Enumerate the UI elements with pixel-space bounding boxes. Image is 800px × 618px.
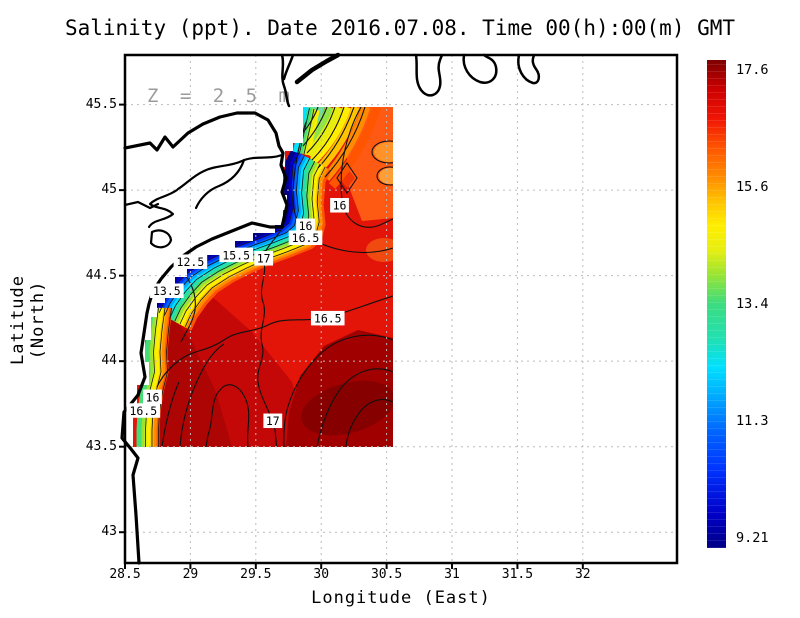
coastline-strip <box>294 52 341 85</box>
x-tick-label: 30 <box>313 567 330 582</box>
colorbar-tick-label: 17.6 <box>736 62 769 78</box>
y-tick-label: 45 <box>101 182 117 198</box>
colorbar-tick-label: 13.4 <box>736 296 769 312</box>
contour-label: 16.5 <box>310 310 345 326</box>
contour-label: 16.5 <box>126 403 161 418</box>
svg-text:16: 16 <box>146 390 160 404</box>
contour-label: 16 <box>143 389 162 404</box>
svg-text:15.5: 15.5 <box>222 248 250 262</box>
svg-text:16.5: 16.5 <box>314 312 342 326</box>
y-tick-label: 44 <box>101 353 117 369</box>
contour-label: 16 <box>330 198 349 213</box>
colorbar-tick-label: 11.3 <box>736 413 769 429</box>
y-tick-label: 43 <box>101 524 117 540</box>
svg-text:17: 17 <box>257 252 271 266</box>
coastline-liman-3 <box>517 53 541 85</box>
plot-title: Salinity (ppt). Date 2016.07.08. Time 00… <box>64 16 736 40</box>
svg-text:16: 16 <box>333 199 347 213</box>
x-tick-label: 29.5 <box>240 567 272 582</box>
axis-ticks <box>119 103 584 569</box>
contour-label: 15.5 <box>219 247 253 262</box>
y-tick-label: 45.5 <box>85 96 117 112</box>
delta-lagoon <box>149 229 173 249</box>
contour-label: 13.5 <box>150 283 184 298</box>
delta-channel-3 <box>147 188 179 229</box>
depth-annotation: Z = 2.5 m <box>147 85 295 107</box>
svg-text:13.5: 13.5 <box>153 284 181 298</box>
coastline-spit-fork <box>282 53 295 81</box>
svg-text:16: 16 <box>299 219 313 233</box>
y-tick-label: 43.5 <box>85 438 117 454</box>
contour-label: 17 <box>254 251 274 266</box>
x-tick-label: 30.5 <box>370 567 403 582</box>
x-tick-label: 31.5 <box>501 567 534 582</box>
delta-channel-2 <box>194 158 246 210</box>
svg-text:16.5: 16.5 <box>292 231 320 245</box>
y-tick-label: 44.5 <box>85 267 117 283</box>
fringe-contour-lines <box>145 107 326 447</box>
svg-text:16.5: 16.5 <box>129 404 157 418</box>
delta-shore-west <box>123 200 160 210</box>
svg-text:12.5: 12.5 <box>177 255 205 269</box>
contour-label: 17 <box>263 413 283 428</box>
x-tick-label: 31 <box>444 567 460 582</box>
colorbar-tick-label: 9.21 <box>736 530 769 546</box>
x-tick-label: 32 <box>574 567 591 582</box>
x-tick-label: 28.5 <box>109 567 141 582</box>
y-axis-title: Latitude (North) <box>8 275 48 365</box>
colorbar-steps <box>707 60 726 548</box>
colorbar <box>707 60 726 548</box>
x-axis-title: Longitude (East) <box>311 588 491 608</box>
colorbar-tick-label: 15.6 <box>736 179 769 195</box>
svg-text:17: 17 <box>266 414 280 428</box>
contour-label: 12.5 <box>173 254 208 269</box>
coastline-liman-1 <box>414 53 444 97</box>
coastline-liman-2 <box>462 53 498 84</box>
coastline-spit <box>280 53 291 108</box>
delta-channel-1 <box>176 153 284 191</box>
x-tick-label: 29 <box>182 567 199 582</box>
contour-label: 16 <box>296 218 315 233</box>
contour-label: 16.5 <box>288 230 323 245</box>
plot-border <box>123 53 679 565</box>
